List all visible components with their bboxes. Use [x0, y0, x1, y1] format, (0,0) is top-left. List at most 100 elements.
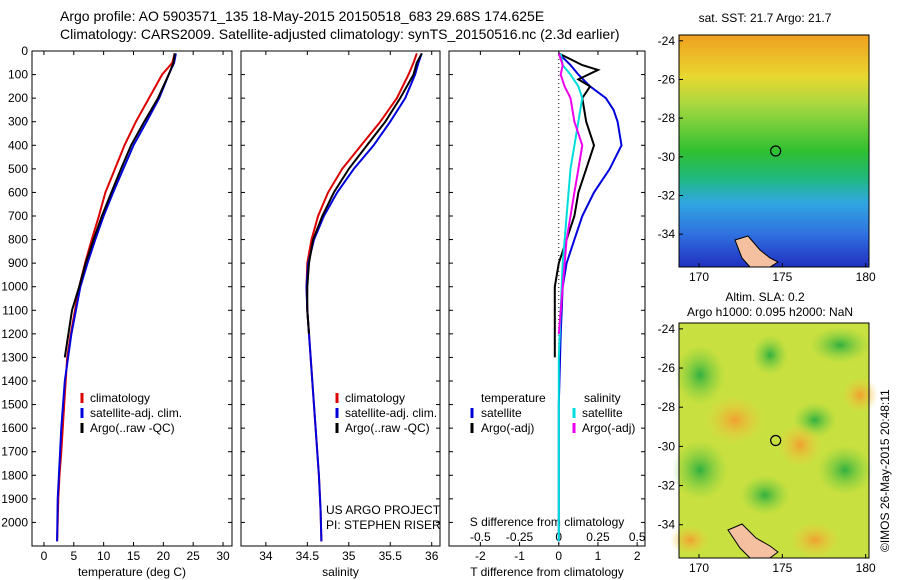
s-tick-label: -0.5 — [470, 530, 491, 544]
x-tick-label: -2 — [475, 549, 486, 563]
y-tick-label: 1700 — [1, 445, 28, 459]
sst-map: sat. SST: 21.7 Argo: 21.7 170 175 180 -24 -2… — [658, 11, 876, 284]
x-tick-label: 20 — [157, 549, 171, 563]
map-x-tick-label: 180 — [856, 561, 876, 575]
sla-map-title: Altim. SLA: 0.2 — [725, 290, 805, 304]
y-tick-label: 700 — [8, 209, 28, 223]
y-tick-label: 1300 — [1, 350, 28, 364]
salinity-profile-plot: 34 34.5 35 35.5 36 salinity climatologysatelli… — [240, 50, 441, 579]
series-line — [306, 52, 423, 334]
s-tick-label: 0.5 — [629, 530, 646, 544]
x-axis-label: temperature (deg C) — [78, 565, 186, 579]
x-tick-label: 10 — [97, 549, 111, 563]
y-tick-label: 800 — [8, 233, 28, 247]
x-axis-label: T difference from climatology — [470, 565, 624, 579]
climatology-title: Climatology: CARS2009. Satellite-adjuste… — [60, 26, 620, 42]
map-y-tick-label: -26 — [658, 72, 676, 86]
project-label: US ARGO PROJECT — [326, 503, 441, 517]
sst-map-axes: 170 175 180 -24 -26 -28 -30 -32 -34 — [658, 34, 876, 284]
series-line — [557, 53, 584, 334]
map-y-tick-label: -24 — [658, 322, 676, 336]
series-line — [557, 52, 623, 542]
y-tick-label: 400 — [8, 138, 28, 152]
y-tick-label: 1400 — [1, 374, 28, 388]
argo-location-marker-sla — [770, 434, 782, 447]
y-tick-label: 1900 — [1, 492, 28, 506]
y-tick-label: 1600 — [1, 421, 28, 435]
map-y-tick-label: -26 — [658, 361, 676, 375]
y-tick-label: 0 — [21, 44, 28, 58]
map-y-tick-label: -34 — [658, 518, 676, 532]
plot-frame — [448, 50, 646, 547]
map-y-tick-label: -30 — [658, 150, 676, 164]
y-tick-label: 1000 — [1, 280, 28, 294]
x-tick-label: 25 — [187, 549, 201, 563]
legend-label: climatology — [345, 391, 405, 405]
map-y-tick-label: -32 — [658, 188, 676, 202]
sst-field — [679, 35, 869, 267]
x-tick-label: 34 — [259, 549, 273, 563]
s-tick-label: -0.25 — [506, 530, 534, 544]
legend-label: Argo(-adj) — [481, 421, 534, 435]
map-y-tick-label: -24 — [658, 34, 676, 48]
map-x-tick-label: 175 — [772, 561, 792, 575]
series-line — [56, 53, 176, 542]
x-tick-label: 35.5 — [379, 549, 403, 563]
map-y-tick-label: -30 — [658, 439, 676, 453]
x-axis-label: salinity — [322, 565, 359, 579]
series-line — [305, 53, 418, 542]
map-x-tick-label: 170 — [689, 561, 709, 575]
plot-frame — [31, 50, 233, 547]
imos-timestamp: ©IMOS 26-May-2015 20:48:11 — [878, 389, 892, 552]
map-x-tick-label: 170 — [689, 270, 709, 284]
x-tick-label: 34.5 — [296, 549, 320, 563]
map-x-tick-label: 175 — [772, 270, 792, 284]
y-tick-label: 100 — [8, 68, 28, 82]
x-tick-label: 5 — [70, 549, 77, 563]
legend-title: salinity — [584, 391, 621, 405]
sst-map-frame — [678, 34, 870, 268]
y-tick-label: 500 — [8, 162, 28, 176]
y-tick-label: 200 — [8, 91, 28, 105]
map-y-tick-label: -34 — [658, 227, 676, 241]
difference-profile-plot: -2 -1 0 1 2 T difference from climatology S di… — [448, 50, 646, 579]
sla-map-subtitle: Argo h1000: 0.095 h2000: NaN — [687, 305, 853, 319]
x-tick-label: 36 — [425, 549, 439, 563]
y-tick-label: 600 — [8, 185, 28, 199]
new-zealand-landmass-sla — [727, 523, 779, 559]
x-tick-label: 0 — [41, 549, 48, 563]
pi-label: PI: STEPHEN RISER — [326, 518, 441, 532]
sla-map: Altim. SLA: 0.2 Argo h1000: 0.095 h2000:… — [658, 290, 878, 575]
x-tick-label: 2 — [634, 549, 641, 563]
series-line — [553, 52, 601, 358]
s-axis-label: S difference from climatology — [470, 515, 625, 529]
x-tick-label: 15 — [127, 549, 141, 563]
map-y-tick-label: -32 — [658, 479, 676, 493]
s-tick-label: 0.25 — [586, 530, 610, 544]
profile-title: Argo profile: AO 5903571_135 18-May-2015… — [60, 8, 545, 24]
y-tick-label: 1800 — [1, 468, 28, 482]
x-tick-label: 1 — [595, 549, 602, 563]
y-tick-label: 300 — [8, 115, 28, 129]
legend-label: Argo(-adj) — [582, 421, 635, 435]
sla-anomaly-blobs — [670, 327, 878, 558]
plot-frame — [240, 50, 441, 547]
y-tick-label: 2000 — [1, 515, 28, 529]
legend-title: temperature — [481, 391, 546, 405]
x-tick-label: 30 — [216, 549, 230, 563]
y-tick-label: 1100 — [2, 303, 28, 317]
legend-label: climatology — [90, 391, 150, 405]
x-tick-label: 0 — [555, 549, 562, 563]
sla-map-frame — [678, 322, 870, 559]
legend-label: satellite-adj. clim. — [90, 406, 182, 420]
new-zealand-landmass — [734, 235, 780, 268]
series-line — [305, 53, 423, 542]
y-tick-label: 900 — [8, 256, 28, 270]
map-y-tick-label: -28 — [658, 400, 676, 414]
temperature-profile-plot: 0100200300400500600700800900100011001200… — [1, 44, 233, 579]
sst-map-title: sat. SST: 21.7 Argo: 21.7 — [699, 11, 832, 25]
map-y-tick-label: -28 — [658, 111, 676, 125]
legend-label: satellite — [582, 406, 623, 420]
legend-label: Argo(..raw -QC) — [90, 421, 175, 435]
